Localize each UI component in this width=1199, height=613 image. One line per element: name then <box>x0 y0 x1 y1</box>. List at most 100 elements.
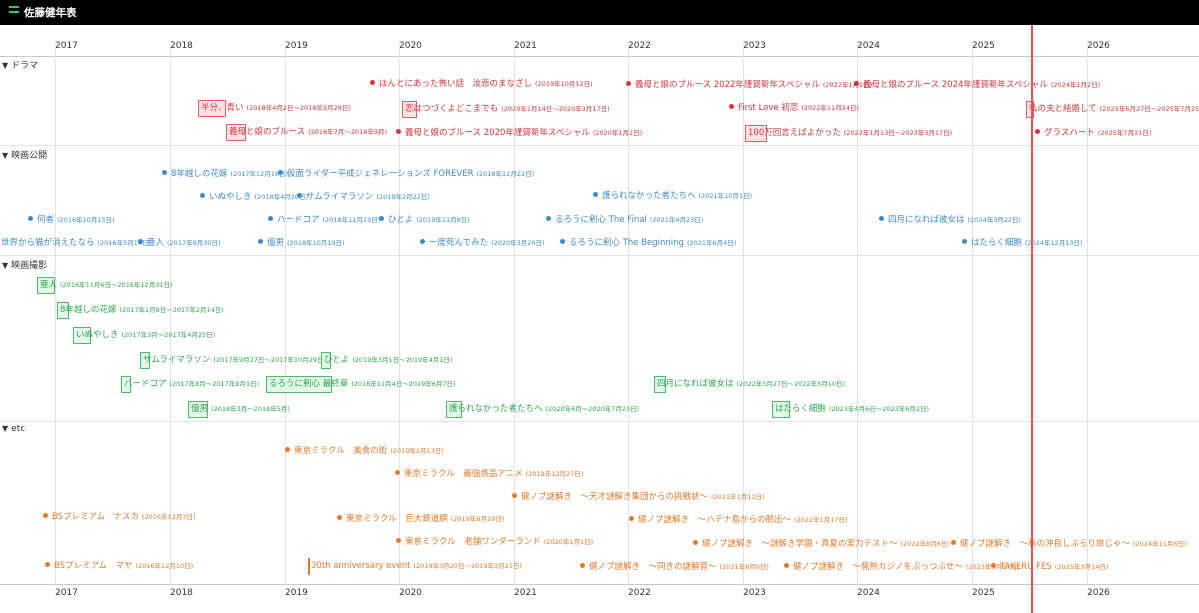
timeline-item[interactable]: 亜人 (2016年11月6日～2016年12月31日) <box>40 277 173 294</box>
item-dot-icon <box>693 540 698 545</box>
timeline-item[interactable]: 8年越しの花嫁 (2017年1月8日～2017年2月14日) <box>60 302 224 319</box>
year-label: 2024 <box>857 41 880 51</box>
timeline-item[interactable]: 健ノブ謎解き ～ハテナ島からの脱出～ (2022年1月17日) <box>629 514 848 526</box>
item-date: (2020年1月2日) <box>592 129 643 137</box>
timeline-item[interactable]: 億男 (2018年3月～2018年5月) <box>191 401 290 418</box>
timeline-item[interactable]: 東京ミラクル 巨大鉄道網 (2019年6月29日) <box>337 513 504 525</box>
item-date: (2016年5月14日) <box>97 239 152 247</box>
timeline-item[interactable]: いぬやしき (2017年3月～2017年4月25日) <box>76 327 215 344</box>
year-grid-line <box>972 45 973 585</box>
timeline[interactable]: 2017 2018 2019 2020 2021 2022 2023 2024 2025 2026… <box>0 25 1199 613</box>
item-label: ひとよ <box>324 355 350 365</box>
timeline-range-bar[interactable] <box>308 558 310 575</box>
timeline-range-bar[interactable] <box>121 376 131 393</box>
timeline-range-bar[interactable] <box>402 101 417 118</box>
timeline-item[interactable]: 健ノブ謎解き ～同きの謎解音～ (2021年8月9日) <box>580 561 769 573</box>
timeline-item[interactable]: サムライマラソン (2017年9月27日～2017年10月29日) <box>143 352 326 369</box>
timeline-range-bar[interactable] <box>266 376 332 393</box>
item-date: (2019年11月8日) <box>416 216 470 224</box>
group-label-film-shooting[interactable]: ▼ 映画撮影 <box>2 258 47 271</box>
collapse-triangle-icon[interactable]: ▼ <box>2 261 9 270</box>
timeline-range-bar[interactable] <box>745 125 767 142</box>
timeline-range-bar[interactable] <box>37 277 55 294</box>
timeline-item[interactable]: BSプレミアム マヤ (2016年12月10日) <box>45 560 193 572</box>
timeline-item[interactable]: 健ノブ謎解き ～発熱カジノをぶっつぶせ～(2023年5月17日) <box>784 561 1019 573</box>
group-label-drama[interactable]: ▼ ドラマ <box>2 58 38 71</box>
timeline-item[interactable]: 仮面ライダー平成ジェネレーションズ FOREVER (2018年12月22日) <box>278 168 534 180</box>
timeline-item[interactable]: 東京ミラクル 老舗ワンダーランド (2020年1月1日) <box>396 536 593 548</box>
timeline-range-bar[interactable] <box>321 352 331 369</box>
timeline-item[interactable]: 100万回言えばよかった (2023年1月13日～2023年3月17日) <box>748 125 952 142</box>
group-label-film-release[interactable]: ▼ 映画公開 <box>2 148 47 161</box>
timeline-item[interactable]: 8年越しの花嫁 (2017年12月16日) <box>162 168 288 180</box>
timeline-item[interactable]: 四月になれば彼女は (2022年3月27日～2022年5月10日) <box>657 376 845 393</box>
timeline-item[interactable]: 護られなかった者たちへ (2020年6月～2020年7月23日) <box>449 401 639 418</box>
collapse-triangle-icon[interactable]: ▼ <box>2 61 9 70</box>
timeline-item[interactable]: 亜人 (2017年9月30日) <box>138 237 221 249</box>
timeline-item[interactable]: ほんとにあった怖い話 汝悲のまなざし (2019年10月12日) <box>370 78 593 90</box>
year-label: 2022 <box>628 41 651 51</box>
timeline-item[interactable]: BSプレミアム ナスカ (2016年12月3日) <box>43 511 196 523</box>
timeline-item[interactable]: 一度死んでみた (2020年3月20日) <box>420 237 545 249</box>
timeline-item[interactable]: はたらく細胞 (2023年4月6日～2023年6月2日) <box>775 401 929 418</box>
timeline-item[interactable]: 健ノブ謎解き ～秋の沖良しぶらり旅じゃ～ (2024年11月6日) <box>951 538 1187 550</box>
timeline-item[interactable]: 義母と娘のブルース 2020年謹賀新年スペシャル (2020年1月2日) <box>396 127 642 139</box>
timeline-item[interactable]: 億男 (2018年10月19日) <box>258 237 345 249</box>
timeline-item[interactable]: TAKERU FES (2025年3月14日) <box>991 561 1108 573</box>
collapse-triangle-icon[interactable]: ▼ <box>2 424 9 433</box>
timeline-range-bar[interactable] <box>654 376 666 393</box>
timeline-item[interactable]: ひとよ (2019年3月1日～2019年4月1日) <box>324 352 452 369</box>
timeline-item[interactable]: グラスハート (2025年7月31日) <box>1035 127 1151 139</box>
timeline-item[interactable]: First Love 初恋 (2022年11月24日) <box>729 102 859 114</box>
timeline-item[interactable]: 世界から猫が消えたなら (2016年5月14日) <box>0 237 151 249</box>
timeline-range-bar[interactable] <box>772 401 790 418</box>
timeline-item[interactable]: 四月になれば彼女は (2024年3月22日) <box>879 214 1021 226</box>
group-label-etc[interactable]: ▼ etc <box>2 424 25 434</box>
timeline-item[interactable]: 義母と娘のブルース (2018年7月～2018年9月) <box>229 124 387 141</box>
item-label: 義母と娘のブルース 2024年謹賀新年スペシャル <box>863 80 1048 90</box>
timeline-item[interactable]: 健ノブ謎解き ～謎解き学園・真夏の実力テスト～ (2022年8月6日) <box>693 538 950 550</box>
timeline-range-bar[interactable] <box>73 327 91 344</box>
timeline-range-bar[interactable] <box>198 100 226 117</box>
timeline-item[interactable]: ハードコア (2017年8月～2017年9月1日) <box>124 376 259 393</box>
timeline-item[interactable]: 東京ミラクル 美食の街 (2019年1月13日) <box>285 445 444 457</box>
timeline-item[interactable]: 恋はつづくよどこまでも (2020年1月14日～2020年3月17日) <box>405 101 610 118</box>
timeline-item[interactable]: 義母と娘のブルース 2024年謹賀新年スペシャル (2024年1月2日) <box>854 79 1100 91</box>
year-label: 2020 <box>399 588 422 598</box>
timeline-range-bar[interactable] <box>226 124 246 141</box>
timeline-item[interactable]: るろうに剣心 The Final (2021年4月23日) <box>546 214 703 226</box>
timeline-item[interactable]: 半分、青い (2018年4月2日～2018年9月29日) <box>201 100 351 117</box>
timeline-item[interactable]: ひとよ (2019年11月8日) <box>379 214 470 226</box>
timeline-item[interactable]: 何者 (2016年10月15日) <box>28 214 115 226</box>
item-date: (2019年12月27日) <box>525 470 584 478</box>
year-label: 2023 <box>743 41 766 51</box>
item-dot-icon <box>626 81 631 86</box>
item-date: (2018年3月～2018年5月) <box>211 405 290 413</box>
item-date: (2020年6月～2020年7月23日) <box>545 405 640 413</box>
timeline-item[interactable]: 私の夫と結婚して (2025年6月27日～2025年7月25日) <box>1029 101 1199 118</box>
timeline-item[interactable]: ハードコア (2018年11月23日) <box>268 214 380 226</box>
item-date: (2017年9月30日) <box>167 239 221 247</box>
timeline-range-bar[interactable] <box>140 352 150 369</box>
timeline-item[interactable]: 護られなかった者たちへ (2021年10月1日) <box>593 190 752 202</box>
timeline-range-bar[interactable] <box>446 401 462 418</box>
timeline-item[interactable]: はたらく細胞 (2024年12月13日) <box>962 237 1083 249</box>
timeline-range-bar[interactable] <box>1026 101 1034 118</box>
timeline-item[interactable]: るろうに剣心 最終章 (2018年11月4日～2019年6月7日) <box>269 376 456 393</box>
timeline-item[interactable]: 30th anniversary event (2019年3月20日～2019年3… <box>311 558 522 575</box>
time-axis-bottom: 2017 2018 2019 2020 2021 2022 2023 2024 2025 2026 <box>0 584 1199 604</box>
timeline-range-bar[interactable] <box>57 302 69 319</box>
timeline-item[interactable]: 東京ミラクル 最強惑品アニメ (2019年12月27日) <box>395 468 583 480</box>
menu-icon[interactable] <box>9 6 19 18</box>
item-label: グラスハート <box>1044 128 1095 138</box>
item-date: (2017年3月～2017年4月25日) <box>121 331 216 339</box>
timeline-item[interactable]: るろうに剣心 The Beginning (2021年6月4日) <box>560 237 736 249</box>
item-date: (2025年7月31日) <box>1097 129 1152 137</box>
collapse-triangle-icon[interactable]: ▼ <box>2 151 9 160</box>
year-label: 2018 <box>170 588 193 598</box>
timeline-item[interactable]: 健ノブ謎解き ～天才謎解き集団からの挑戦状～ (2021年1月11日) <box>512 491 765 503</box>
timeline-item[interactable]: サムライマラソン (2019年2月22日) <box>297 191 430 203</box>
timeline-range-bar[interactable] <box>188 401 208 418</box>
timeline-item[interactable]: 義母と娘のブルース 2022年謹賀新年スペシャル (2022年1月2日) <box>626 79 872 91</box>
timeline-item[interactable]: いぬやしき (2018年4月20日) <box>200 191 308 203</box>
